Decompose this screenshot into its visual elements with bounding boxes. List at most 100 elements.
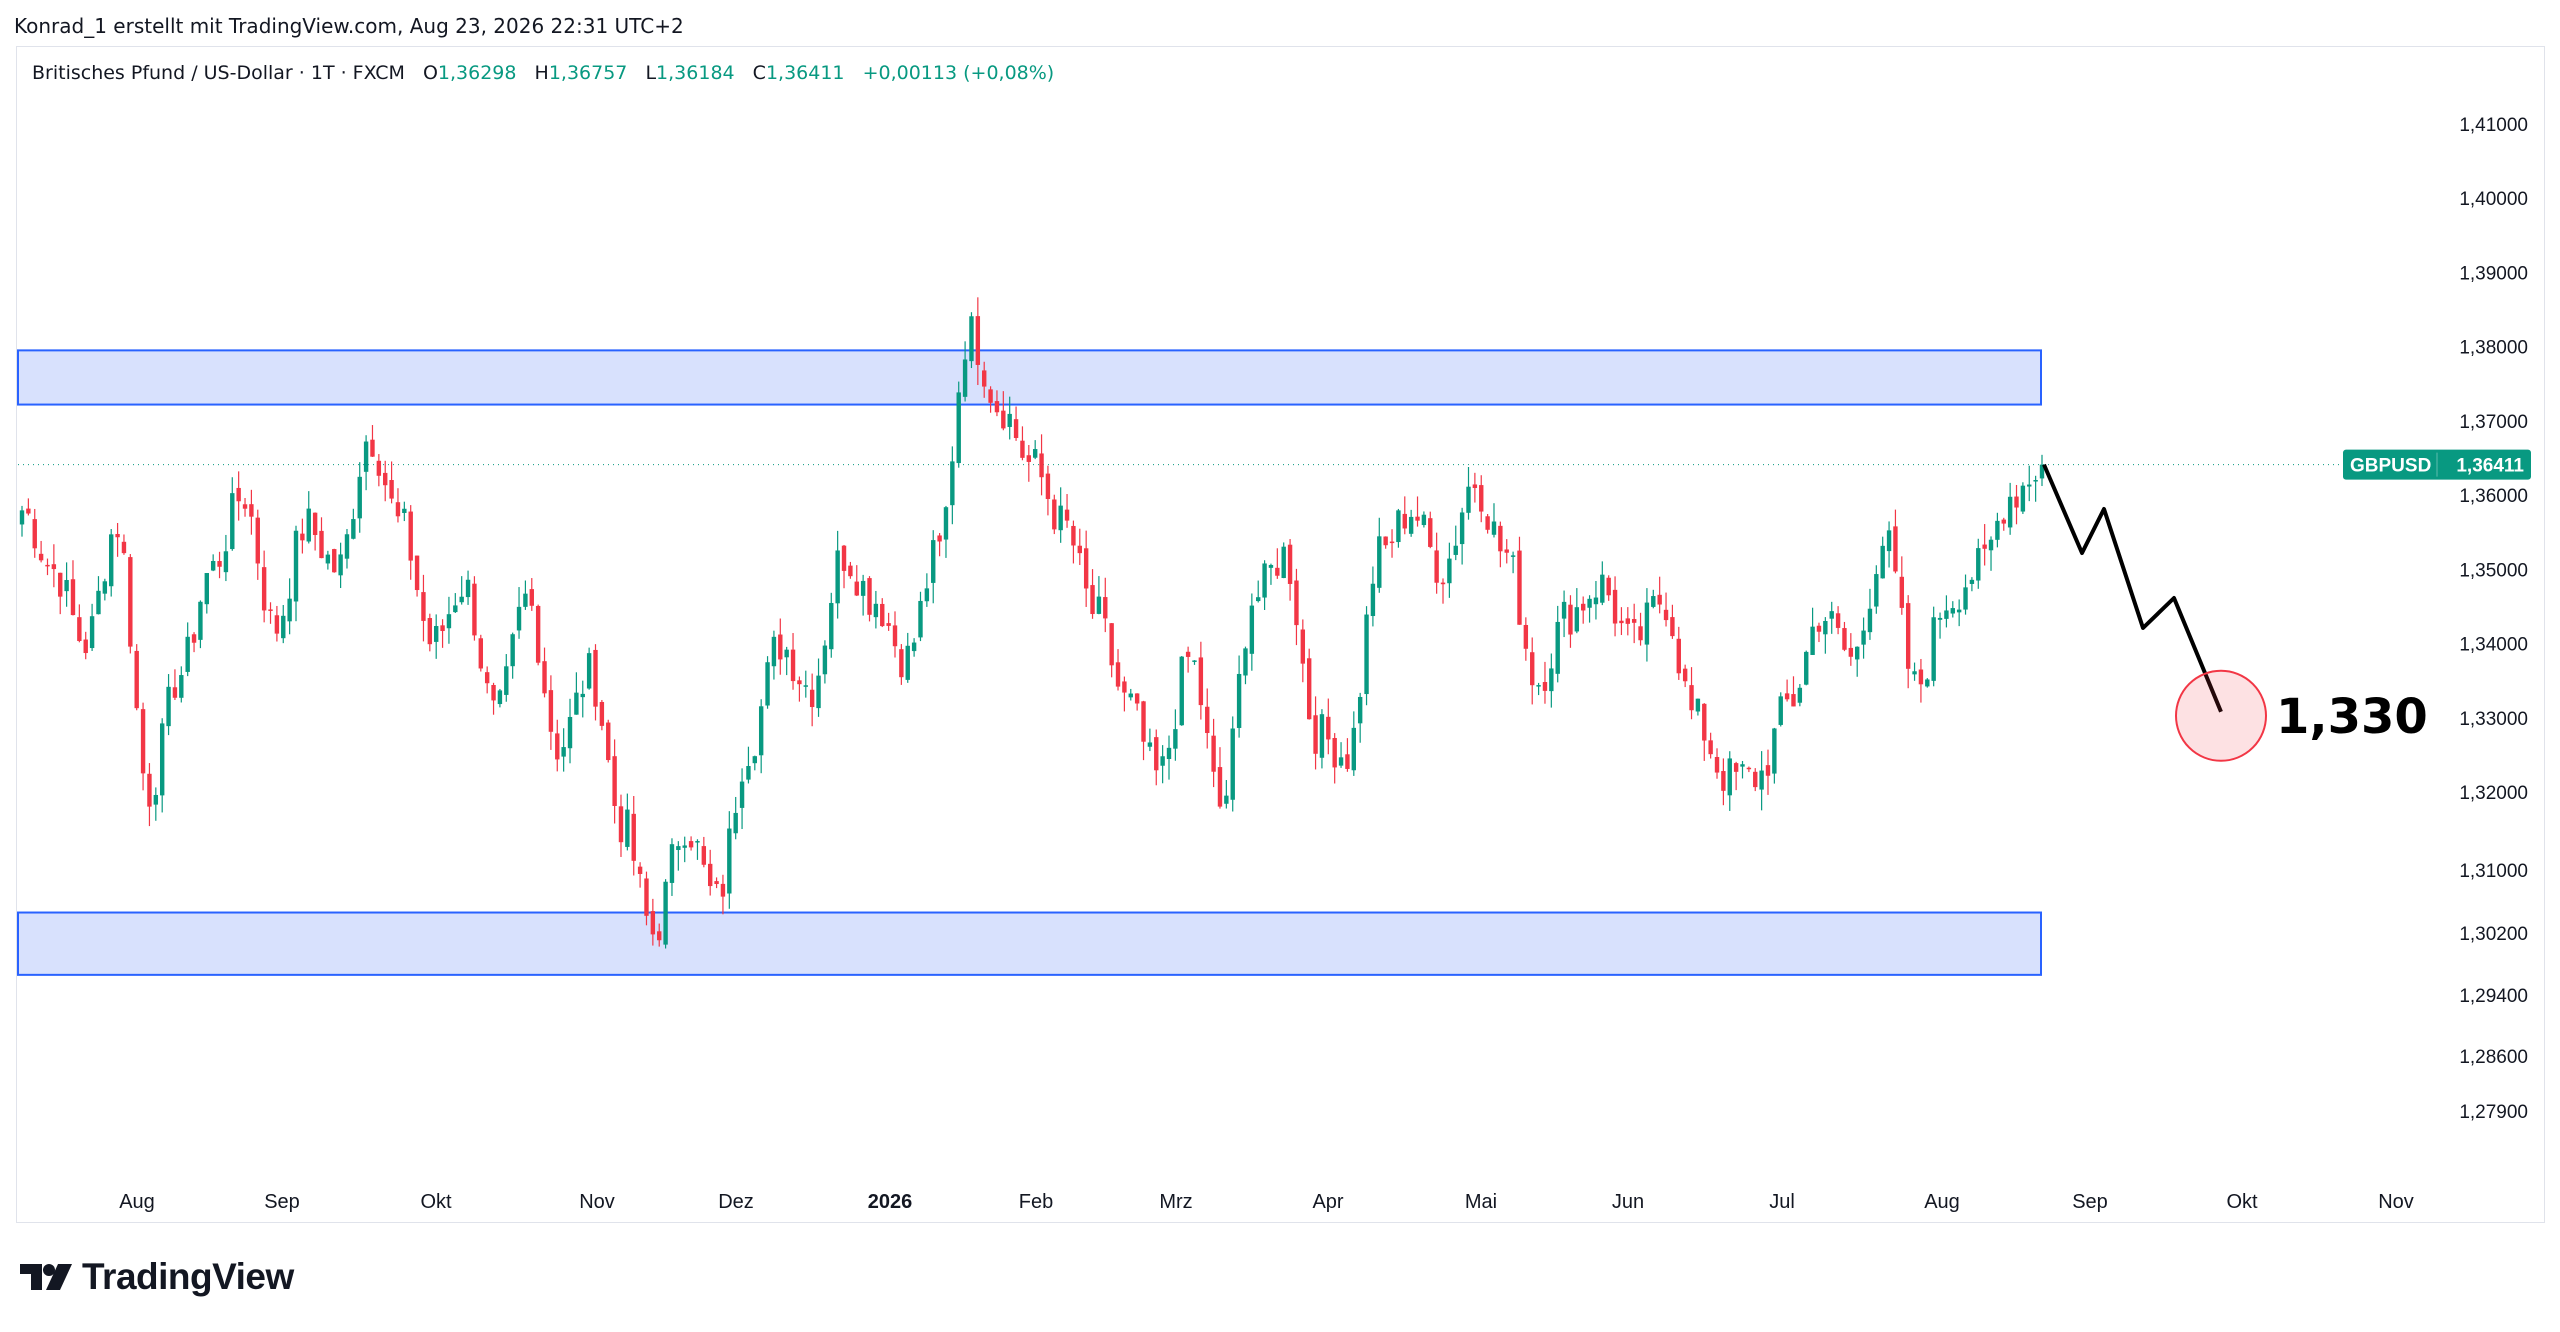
candle-body — [899, 649, 904, 678]
candle-body — [1408, 516, 1414, 534]
candle-body — [478, 638, 484, 669]
candle-body — [1479, 485, 1484, 512]
candle-body — [1236, 673, 1242, 728]
candle-body — [1192, 660, 1197, 662]
candle-body — [370, 439, 375, 457]
candle-body — [1306, 658, 1312, 720]
price-axis-label: 1,28600 — [2459, 1047, 2528, 1068]
candle-body — [1402, 513, 1407, 529]
candle-body — [2027, 484, 2032, 487]
candle-body — [1797, 687, 1803, 703]
candle-body — [880, 603, 885, 627]
candle-body — [612, 756, 617, 806]
candle-body — [1733, 763, 1739, 772]
candle-body — [293, 530, 299, 602]
candle-body — [1243, 648, 1248, 676]
candle-body — [797, 680, 802, 685]
candle-body — [1141, 701, 1146, 742]
candle-body — [1185, 651, 1191, 657]
candle-body — [1096, 596, 1102, 614]
candle-body — [1071, 525, 1076, 546]
candle-body — [96, 590, 101, 615]
candle-body — [1695, 698, 1701, 712]
candle-body — [1262, 563, 1267, 598]
candle-body — [733, 812, 738, 834]
candle-body — [1995, 520, 2000, 540]
candle-body — [1676, 638, 1681, 674]
time-axis-label: Aug — [119, 1191, 155, 1213]
candle-body — [1122, 681, 1127, 693]
candle-body — [1804, 651, 1809, 685]
tradingview-logo[interactable]: TradingView — [18, 1256, 294, 1298]
candle-body — [816, 675, 821, 709]
candle-body — [1491, 521, 1497, 535]
legend-change: +0,00113 (+0,08%) — [862, 62, 1055, 84]
candle-body — [593, 649, 598, 707]
candle-body — [363, 441, 369, 472]
candle-body — [529, 589, 534, 606]
price-axis-label: 1,29400 — [2459, 986, 2528, 1007]
candle-body — [1861, 630, 1866, 645]
candle-body — [969, 316, 974, 362]
candle-body — [803, 685, 808, 687]
candle-body — [542, 661, 547, 694]
candle-body — [102, 581, 108, 594]
candle-body — [217, 561, 222, 567]
legend-close: 1,36411 — [765, 62, 845, 84]
candle-body — [1772, 728, 1777, 774]
candle-body — [918, 600, 923, 638]
candle-body — [1115, 662, 1121, 687]
time-axis-label: Mrz — [1159, 1191, 1192, 1213]
price-axis-label: 1,31000 — [2459, 861, 2528, 882]
candle-body — [1045, 473, 1051, 500]
projection-path — [2042, 463, 2223, 713]
candle-body — [268, 609, 273, 611]
time-axis-label: Nov — [579, 1191, 615, 1213]
candle-body — [765, 662, 770, 706]
candle-body — [1224, 795, 1229, 804]
candle-body — [771, 636, 777, 667]
candle-body — [1886, 530, 1892, 552]
candle-body — [854, 581, 859, 596]
candle-body — [943, 507, 949, 540]
candle-body — [937, 535, 942, 542]
candle-body — [962, 359, 968, 397]
candle-body — [1625, 618, 1631, 624]
candle-body — [179, 675, 184, 698]
candle-body — [1313, 715, 1318, 754]
candle-body — [58, 572, 63, 597]
candle-body — [586, 653, 592, 689]
candle-body — [663, 881, 668, 945]
candle-body — [708, 863, 713, 887]
candle-body — [433, 626, 439, 642]
candle-body — [555, 733, 560, 760]
candle-body — [1332, 737, 1337, 768]
candle-body — [567, 716, 573, 749]
price-axis-label: 1,30200 — [2459, 924, 2528, 945]
candle-body — [109, 534, 114, 587]
chart-legend: Britisches Pfund / US-Dollar · 1T · FXCM… — [32, 62, 1054, 84]
time-axis-label: Jul — [1769, 1191, 1795, 1213]
candle-body — [1867, 608, 1873, 633]
candle-body — [497, 690, 503, 705]
price-axis-label: 1,39000 — [2459, 263, 2528, 284]
candle-body — [357, 476, 362, 519]
legend-open-label: O — [422, 62, 438, 84]
candle-body — [1880, 545, 1885, 579]
candle-body — [822, 645, 828, 675]
candle-body — [1848, 647, 1854, 657]
candle-body — [829, 602, 834, 650]
candle-body — [2020, 485, 2026, 512]
candle-body — [1759, 770, 1764, 790]
price-axis-label: 1,37000 — [2459, 412, 2528, 433]
candle-body — [1810, 626, 1815, 655]
candle-body — [1128, 693, 1133, 698]
candle-body — [1842, 628, 1847, 650]
candle-body — [1453, 545, 1458, 555]
candle-body — [2039, 464, 2045, 479]
time-axis-label: Dez — [718, 1191, 754, 1213]
candle-body — [414, 555, 420, 591]
candle-body — [128, 557, 133, 647]
candles — [19, 297, 2045, 949]
